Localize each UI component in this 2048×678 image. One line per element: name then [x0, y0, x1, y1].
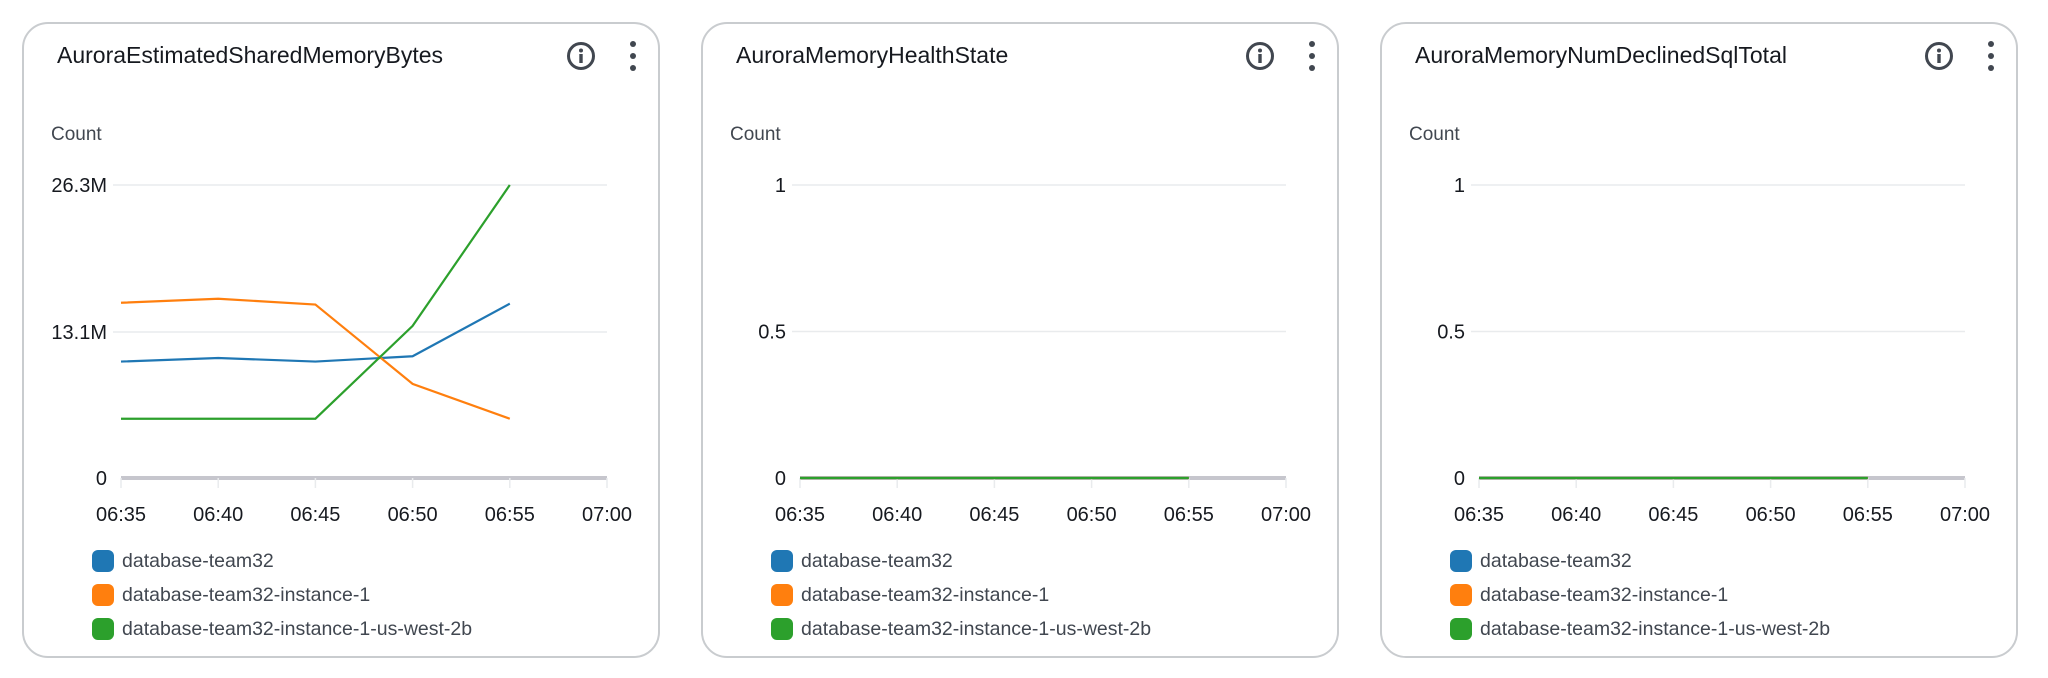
legend-swatch — [1450, 584, 1472, 606]
x-tick-label: 07:00 — [1940, 504, 1990, 526]
x-tick-label: 06:45 — [969, 504, 1019, 526]
x-tick-label: 06:35 — [96, 504, 146, 526]
legend-swatch — [771, 550, 793, 572]
y-axis-label: Count — [730, 124, 781, 145]
y-tick-label: 0.5 — [1437, 322, 1465, 344]
line-chart: 0 13.1M 26.3M 06:35 06:40 06:45 06:50 06:55 07:0… — [51, 175, 632, 526]
y-tick-label: 0 — [96, 468, 107, 490]
vertical-ellipsis-icon[interactable] — [624, 38, 642, 74]
x-tick-label: 07:00 — [582, 504, 632, 526]
x-tick-label: 06:45 — [1648, 504, 1698, 526]
widget-title: AuroraEstimatedSharedMemoryBytes — [57, 42, 444, 68]
legend-swatch — [1450, 618, 1472, 640]
legend-item[interactable]: database-team32-instance-1-us-west-2b — [771, 612, 1151, 646]
info-circle-icon[interactable] — [1924, 41, 1954, 71]
y-tick-label: 1 — [775, 175, 786, 197]
x-tick-label: 06:50 — [1067, 504, 1117, 526]
legend-item[interactable]: database-team32 — [1450, 544, 1830, 578]
metric-widget: 0 0.5 1 06:35 06:40 06:45 06:50 06:55 07:00 Auro… — [701, 22, 1339, 658]
legend-swatch — [92, 618, 114, 640]
legend-label: database-team32 — [801, 549, 953, 572]
legend-swatch — [92, 584, 114, 606]
widget-title: AuroraMemoryNumDeclinedSqlTotal — [1415, 42, 1787, 68]
y-tick-label: 0 — [775, 468, 786, 490]
x-tick-label: 06:55 — [1843, 504, 1893, 526]
vertical-ellipsis-icon[interactable] — [1982, 38, 2000, 74]
legend-item[interactable]: database-team32-instance-1-us-west-2b — [1450, 612, 1830, 646]
series-line-1 — [120, 297, 511, 420]
legend-label: database-team32-instance-1 — [801, 583, 1050, 606]
series-line-0 — [120, 302, 511, 363]
widget-title: AuroraMemoryHealthState — [736, 42, 1009, 68]
legend-swatch — [92, 550, 114, 572]
y-tick-label: 26.3M — [51, 175, 107, 197]
x-tick-label: 06:35 — [775, 504, 825, 526]
line-chart: 0 0.5 1 06:35 06:40 06:45 06:50 06:55 07:00 — [758, 175, 1311, 526]
x-tick-label: 06:40 — [193, 504, 243, 526]
legend-label: database-team32-instance-1-us-west-2b — [801, 617, 1152, 640]
y-tick-label: 1 — [1454, 175, 1465, 197]
legend-item[interactable]: database-team32-instance-1-us-west-2b — [92, 612, 472, 646]
legend-swatch — [771, 618, 793, 640]
info-circle-icon[interactable] — [566, 41, 596, 71]
y-tick-label: 13.1M — [51, 322, 107, 344]
legend-item[interactable]: database-team32-instance-1 — [771, 578, 1151, 612]
legend: database-team32 database-team32-instance-… — [771, 544, 1151, 646]
x-tick-label: 06:40 — [872, 504, 922, 526]
legend-label: database-team32 — [1480, 549, 1632, 572]
y-axis-label: Count — [51, 124, 102, 145]
line-chart: 0 0.5 1 06:35 06:40 06:45 06:50 06:55 07:00 — [1437, 175, 1990, 526]
y-tick-label: 0 — [1454, 468, 1465, 490]
metric-widget: 0 13.1M 26.3M 06:35 06:40 06:45 06:50 06:55 07:0… — [22, 22, 660, 658]
x-tick-label: 06:45 — [290, 504, 340, 526]
info-circle-icon[interactable] — [1245, 41, 1275, 71]
x-tick-label: 07:00 — [1261, 504, 1311, 526]
legend-label: database-team32-instance-1-us-west-2b — [1480, 617, 1831, 640]
legend-label: database-team32-instance-1-us-west-2b — [122, 617, 473, 640]
legend-swatch — [1450, 550, 1472, 572]
legend-item[interactable]: database-team32-instance-1 — [1450, 578, 1830, 612]
x-tick-label: 06:50 — [388, 504, 438, 526]
legend-label: database-team32 — [122, 549, 274, 572]
x-tick-label: 06:55 — [1164, 504, 1214, 526]
series-line-2 — [121, 184, 511, 420]
vertical-ellipsis-icon[interactable] — [1303, 38, 1321, 74]
x-tick-label: 06:35 — [1454, 504, 1504, 526]
x-tick-label: 06:40 — [1551, 504, 1601, 526]
legend-item[interactable]: database-team32 — [92, 544, 472, 578]
legend-item[interactable]: database-team32-instance-1 — [92, 578, 472, 612]
legend-label: database-team32-instance-1 — [122, 583, 371, 606]
x-tick-label: 06:55 — [485, 504, 535, 526]
y-tick-label: 0.5 — [758, 322, 786, 344]
legend-swatch — [771, 584, 793, 606]
y-axis-label: Count — [1409, 124, 1460, 145]
legend-item[interactable]: database-team32 — [771, 544, 1151, 578]
metric-widget: 0 0.5 1 06:35 06:40 06:45 06:50 06:55 07:00 Auro… — [1380, 22, 2018, 658]
legend: database-team32 database-team32-instance-… — [92, 544, 472, 646]
legend-label: database-team32-instance-1 — [1480, 583, 1729, 606]
x-tick-label: 06:50 — [1746, 504, 1796, 526]
legend: database-team32 database-team32-instance-… — [1450, 544, 1830, 646]
